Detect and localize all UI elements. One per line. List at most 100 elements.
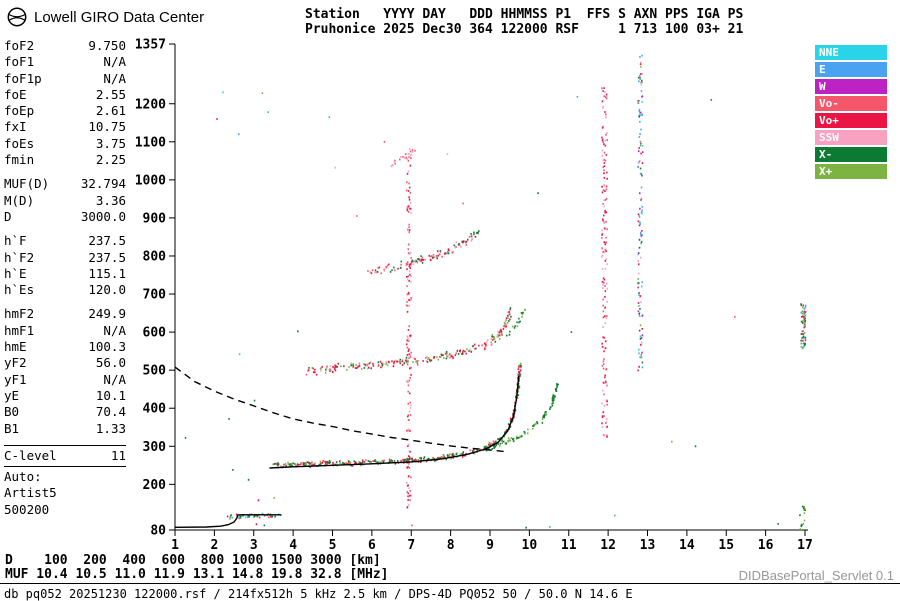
param-label: Auto: bbox=[4, 469, 42, 485]
param-label: foE bbox=[4, 86, 27, 102]
y-tick-label: 1100 bbox=[135, 135, 166, 150]
x-tick-label: 17 bbox=[797, 538, 813, 553]
param-row: 500200 bbox=[4, 502, 126, 518]
legend-item-nne: NNE bbox=[815, 45, 887, 60]
x-tick-label: 14 bbox=[679, 538, 695, 553]
brand: Lowell GIRO Data Center bbox=[6, 6, 204, 28]
y-tick-label: 1000 bbox=[135, 173, 166, 188]
param-group: C-level 11 bbox=[4, 448, 126, 464]
param-label: yF2 bbox=[4, 355, 27, 371]
param-value: 56.0 bbox=[95, 355, 126, 371]
echo-points-vo bbox=[229, 87, 736, 527]
param-row: h`F2 237.5 bbox=[4, 250, 126, 266]
divider bbox=[4, 444, 126, 446]
fitted-trace-lines bbox=[174, 375, 520, 528]
param-label: hmF1 bbox=[4, 322, 35, 338]
y-tick-label: 80 bbox=[150, 524, 166, 539]
x-tick-label: 10 bbox=[522, 538, 538, 553]
x-tick-label: 2 bbox=[210, 538, 218, 553]
param-label: C-level bbox=[4, 447, 57, 463]
y-tick-label: 300 bbox=[143, 440, 167, 455]
param-label: B0 bbox=[4, 404, 20, 420]
x-tick-label: 4 bbox=[289, 538, 297, 553]
param-group: MUF(D) 32.794 M(D) 3.36 D 3000.0 bbox=[4, 176, 126, 225]
param-value: 10.75 bbox=[88, 119, 126, 135]
param-row: Artist5 bbox=[4, 485, 126, 501]
param-row: hmE 100.3 bbox=[4, 339, 126, 355]
param-value: 237.5 bbox=[88, 249, 126, 265]
F-layer-fit bbox=[269, 375, 520, 469]
param-label: h`E bbox=[4, 265, 27, 281]
x-tick-label: 1 bbox=[171, 538, 179, 553]
param-label: foF1 bbox=[4, 54, 35, 70]
param-label: M(D) bbox=[4, 192, 35, 208]
param-value: 115.1 bbox=[88, 265, 126, 281]
param-value: 249.9 bbox=[88, 306, 126, 322]
param-row: h`Es 120.0 bbox=[4, 282, 126, 298]
param-row: yF2 56.0 bbox=[4, 355, 126, 371]
muf-values-row: MUF 10.4 10.5 11.0 11.9 13.1 14.8 19.8 3… bbox=[5, 567, 389, 582]
y-tick-label: 400 bbox=[143, 402, 167, 417]
footer-info: db pq052 20251230 122000.rsf / 214fx512h… bbox=[4, 587, 633, 601]
param-value: 237.5 bbox=[88, 233, 126, 249]
legend-item-x: X- bbox=[815, 147, 887, 162]
param-value: 3000.0 bbox=[80, 208, 126, 224]
param-value: 9.750 bbox=[88, 38, 126, 53]
x-tick-label: 3 bbox=[250, 538, 258, 553]
E-layer-fit bbox=[174, 514, 239, 528]
station-header-columns: Station YYYY DAY DDD HHMMSS P1 FFS S AXN… bbox=[305, 7, 744, 22]
legend-item-ssw: SSW bbox=[815, 130, 887, 145]
echo-points bbox=[184, 54, 807, 530]
param-row: B1 1.33 bbox=[4, 421, 126, 437]
param-value: N/A bbox=[103, 371, 126, 387]
param-row: fxI 10.75 bbox=[4, 119, 126, 135]
x-tick-label: 15 bbox=[718, 538, 734, 553]
y-tick-label: 900 bbox=[143, 211, 167, 226]
muf-distance-row: D 100 200 400 600 800 1000 1500 3000 [km… bbox=[5, 553, 381, 568]
param-value: 120.0 bbox=[88, 282, 126, 298]
param-label: h`F bbox=[4, 233, 27, 249]
echo-points-e bbox=[238, 54, 807, 528]
param-label: MUF(D) bbox=[4, 176, 50, 192]
param-row: D 3000.0 bbox=[4, 209, 126, 225]
param-label: hmF2 bbox=[4, 306, 35, 322]
y-tick-label: 200 bbox=[143, 478, 167, 493]
param-value: N/A bbox=[103, 322, 126, 338]
x-tick-label: 9 bbox=[486, 538, 494, 553]
param-label: foEp bbox=[4, 103, 35, 119]
station-header-values: Pruhonice 2025 Dec30 364 122000 RSF 1 71… bbox=[305, 22, 744, 37]
param-label: hmE bbox=[4, 339, 27, 355]
footer-divider bbox=[0, 583, 900, 584]
x-tick-label: 12 bbox=[600, 538, 616, 553]
param-row: fmin 2.25 bbox=[4, 152, 126, 168]
param-group: Auto: Artist5 500200 bbox=[4, 469, 126, 518]
param-label: B1 bbox=[4, 420, 20, 436]
param-row: yF1 N/A bbox=[4, 372, 126, 388]
param-label: h`Es bbox=[4, 282, 35, 298]
param-value: 100.3 bbox=[88, 339, 126, 355]
param-label: yF1 bbox=[4, 371, 27, 387]
param-label: 500200 bbox=[4, 501, 50, 517]
param-value: 3.75 bbox=[95, 135, 126, 151]
param-row: foE 2.55 bbox=[4, 87, 126, 103]
x-tick-label: 11 bbox=[561, 538, 577, 553]
param-row: foEp 2.61 bbox=[4, 103, 126, 119]
param-value: N/A bbox=[103, 54, 126, 70]
y-tick-label: 500 bbox=[143, 364, 167, 379]
brand-title: Lowell GIRO Data Center bbox=[34, 8, 205, 26]
param-value: 70.4 bbox=[95, 404, 126, 420]
y-tick-label: 1357 bbox=[135, 38, 166, 53]
muf-transmission-curve bbox=[174, 366, 506, 453]
param-value: 10.1 bbox=[95, 387, 126, 403]
param-value: 2.25 bbox=[95, 152, 126, 168]
legend-item-vo: Vo+ bbox=[815, 113, 887, 128]
param-label: foEs bbox=[4, 135, 35, 151]
param-label: D bbox=[4, 208, 12, 224]
echo-points-w bbox=[637, 95, 712, 337]
param-value: 3.36 bbox=[95, 192, 126, 208]
echo-points-ssw bbox=[306, 61, 643, 507]
x-tick-label: 7 bbox=[407, 538, 415, 553]
param-label: h`F2 bbox=[4, 249, 35, 265]
